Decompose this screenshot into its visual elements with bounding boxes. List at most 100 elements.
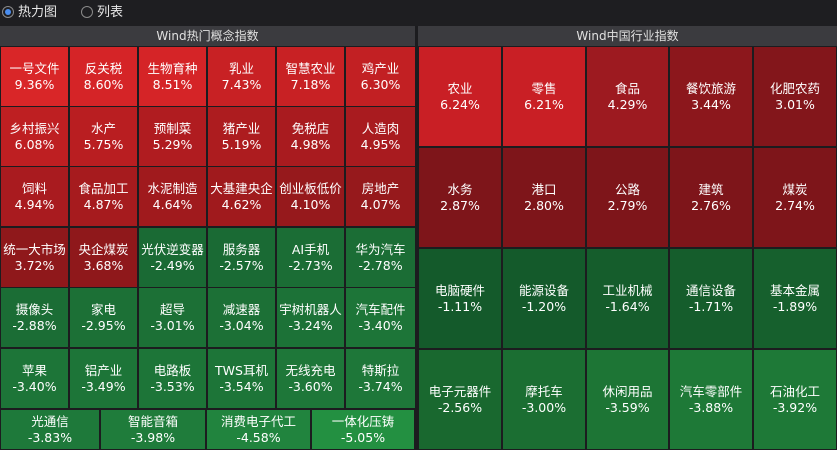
concept-tile[interactable]: 央企煤炭 3.68%	[69, 227, 138, 288]
concept-tile[interactable]: 反关税 8.60%	[69, 46, 138, 107]
industry-tile[interactable]: 电脑硬件 -1.11%	[418, 248, 502, 349]
industry-tile-name: 汽车零部件	[679, 383, 743, 399]
industry-tile[interactable]: 煤炭 2.74%	[753, 147, 837, 248]
concept-tile-name: 智能音箱	[127, 413, 178, 429]
concept-tile[interactable]: 服务器 -2.57%	[207, 227, 276, 288]
industry-tile[interactable]: 电子元器件 -2.56%	[418, 349, 502, 450]
concept-tile[interactable]: AI手机 -2.73%	[276, 227, 345, 288]
concept-tile[interactable]: 超导 -3.01%	[138, 287, 207, 348]
concept-tile[interactable]: 水产 5.75%	[69, 106, 138, 167]
concept-tile[interactable]: 水泥制造 4.64%	[138, 166, 207, 227]
concept-tile[interactable]: 家电 -2.95%	[69, 287, 138, 348]
industry-tile-name: 工业机械	[602, 282, 653, 298]
concept-tile-name: 宇树机器人	[279, 301, 342, 317]
concept-tile[interactable]: 一号文件 9.36%	[0, 46, 69, 107]
concept-tile-name: 食品加工	[78, 180, 129, 196]
concept-tile[interactable]: 光通信 -3.83%	[0, 409, 100, 450]
concept-tile[interactable]: 创业板低价 4.10%	[276, 166, 345, 227]
concept-tile[interactable]: 宇树机器人 -3.24%	[276, 287, 345, 348]
concept-tile-name: 猪产业	[222, 120, 261, 136]
concept-tile-name: 光通信	[31, 413, 69, 429]
concept-tile[interactable]: 智慧农业 7.18%	[276, 46, 345, 107]
concept-tile[interactable]: 统一大市场 3.72%	[0, 227, 69, 288]
industry-tile[interactable]: 基本金属 -1.89%	[753, 248, 837, 349]
concept-tile[interactable]: 乳业 7.43%	[207, 46, 276, 107]
concept-tile-change: -3.98%	[130, 429, 176, 445]
concept-tile[interactable]: 饲料 4.94%	[0, 166, 69, 227]
concept-tile[interactable]: 免税店 4.98%	[276, 106, 345, 167]
concept-tile[interactable]: 电路板 -3.53%	[138, 348, 207, 409]
concept-tile[interactable]: 特斯拉 -3.74%	[345, 348, 416, 409]
concept-tile-name: 华为汽车	[355, 241, 406, 257]
industry-tile-change: 2.80%	[524, 197, 564, 213]
concept-tile[interactable]: 人造肉 4.95%	[345, 106, 416, 167]
concept-tile-change: -2.73%	[288, 257, 333, 273]
heatmap-radio[interactable]	[2, 6, 14, 18]
concept-tile[interactable]: 猪产业 5.19%	[207, 106, 276, 167]
concept-tile[interactable]: 光伏逆变器 -2.49%	[138, 227, 207, 288]
industry-tile[interactable]: 能源设备 -1.20%	[502, 248, 586, 349]
industry-tile[interactable]: 食品 4.29%	[586, 46, 669, 147]
industry-tile[interactable]: 摩托车 -3.00%	[502, 349, 586, 450]
industry-tile[interactable]: 港口 2.80%	[502, 147, 586, 248]
concept-tile[interactable]: 减速器 -3.04%	[207, 287, 276, 348]
concept-tile[interactable]: 一体化压铸 -5.05%	[311, 409, 415, 450]
industry-tile-change: 3.44%	[691, 96, 731, 112]
industry-tile[interactable]: 通信设备 -1.71%	[669, 248, 753, 349]
industry-tile-change: 6.24%	[440, 96, 480, 112]
concept-tile-name: 服务器	[222, 241, 261, 257]
industry-tile[interactable]: 汽车零部件 -3.88%	[669, 349, 753, 450]
industry-tile[interactable]: 餐饮旅游 3.44%	[669, 46, 753, 147]
industry-tile[interactable]: 石油化工 -3.92%	[753, 349, 837, 450]
industry-tile[interactable]: 公路 2.79%	[586, 147, 669, 248]
concept-tile-change: 5.19%	[221, 136, 262, 152]
concept-tile-change: 4.64%	[152, 196, 193, 212]
concept-tile[interactable]: 汽车配件 -3.40%	[345, 287, 416, 348]
concept-tile[interactable]: 房地产 4.07%	[345, 166, 416, 227]
concept-tile-name: 汽车配件	[355, 301, 406, 317]
heatmap-label[interactable]: 热力图	[18, 5, 58, 20]
concept-tile[interactable]: 铝产业 -3.49%	[69, 348, 138, 409]
concept-tile[interactable]: 无线充电 -3.60%	[276, 348, 345, 409]
concept-tile-name: 生物育种	[147, 60, 198, 76]
concept-tile[interactable]: 摄像头 -2.88%	[0, 287, 69, 348]
concept-tile[interactable]: 鸡产业 6.30%	[345, 46, 416, 107]
industry-panel-title: Wind中国行业指数	[418, 26, 837, 46]
concept-tile-change: -4.58%	[236, 429, 281, 445]
industry-tile-name: 化肥农药	[769, 80, 820, 96]
concept-tile-name: 统一大市场	[3, 241, 66, 257]
concept-tile-change: -3.54%	[219, 378, 264, 394]
concept-tile[interactable]: 苹果 -3.40%	[0, 348, 69, 409]
industry-tile[interactable]: 农业 6.24%	[418, 46, 502, 147]
concept-tile[interactable]: 食品加工 4.87%	[69, 166, 138, 227]
concept-tile-name: TWS耳机	[215, 362, 268, 378]
concept-tile-change: -2.49%	[150, 257, 195, 273]
concept-tile-name: 苹果	[21, 362, 47, 378]
industry-tile[interactable]: 零售 6.21%	[502, 46, 586, 147]
concept-tile[interactable]: 乡村振兴 6.08%	[0, 106, 69, 167]
industry-tile[interactable]: 水务 2.87%	[418, 147, 502, 248]
concept-tile[interactable]: 大基建央企 4.62%	[207, 166, 276, 227]
concept-tile-change: -2.88%	[12, 317, 57, 333]
industry-tile[interactable]: 化肥农药 3.01%	[753, 46, 837, 147]
concept-tile[interactable]: 生物育种 8.51%	[138, 46, 207, 107]
industry-tile-name: 零售	[531, 80, 557, 96]
industry-tile[interactable]: 建筑 2.76%	[669, 147, 753, 248]
list-radio[interactable]	[81, 6, 93, 18]
concept-tile-change: 7.18%	[290, 76, 331, 92]
concept-tile-name: 一号文件	[9, 60, 60, 76]
concept-tile-name: 大基建央企	[210, 180, 273, 196]
concept-tile-change: 4.94%	[14, 196, 55, 212]
concept-tile[interactable]: TWS耳机 -3.54%	[207, 348, 276, 409]
industry-tile[interactable]: 工业机械 -1.64%	[586, 248, 669, 349]
concept-tile-name: 家电	[90, 301, 116, 317]
concept-tile[interactable]: 华为汽车 -2.78%	[345, 227, 416, 288]
industry-tile[interactable]: 休闲用品 -3.59%	[586, 349, 669, 450]
concept-tile[interactable]: 智能音箱 -3.98%	[100, 409, 206, 450]
list-label[interactable]: 列表	[97, 5, 124, 20]
concept-tile[interactable]: 消费电子代工 -4.58%	[206, 409, 311, 450]
concept-tile-name: 智慧农业	[285, 60, 336, 76]
concept-tile[interactable]: 预制菜 5.29%	[138, 106, 207, 167]
industry-tile-name: 水务	[447, 181, 473, 197]
concept-tile-change: 5.29%	[152, 136, 193, 152]
